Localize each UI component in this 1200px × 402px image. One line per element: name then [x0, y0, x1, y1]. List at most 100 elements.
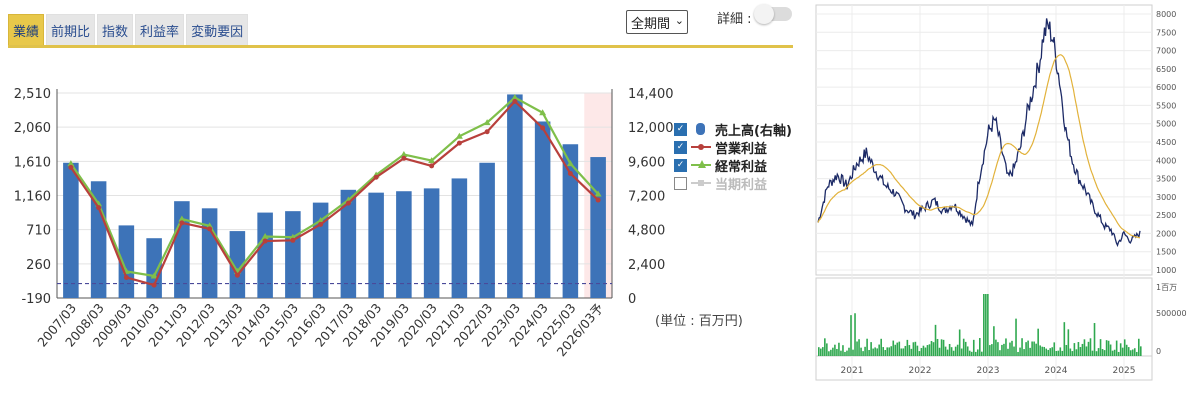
volume-bar: [1105, 340, 1108, 356]
volume-bar: [1005, 338, 1007, 356]
point-operating: [429, 163, 435, 169]
point-ordinary: [428, 157, 436, 164]
volume-bar: [872, 348, 874, 356]
price-tick-label: 4500: [1156, 138, 1176, 147]
volume-bar: [991, 344, 993, 356]
checkbox-ordinary[interactable]: ✓: [674, 158, 687, 172]
checkbox-sales[interactable]: ✓: [674, 122, 687, 136]
legend-item-sales[interactable]: ✓ 売上高(右軸): [674, 120, 792, 139]
volume-bar: [1127, 347, 1130, 356]
volume-bar: [860, 347, 862, 356]
bar-sales: [423, 188, 440, 298]
tab-results[interactable]: 業績: [8, 14, 45, 47]
price-frame: [815, 4, 1153, 276]
volume-bar: [896, 342, 899, 356]
volume-bar: [995, 339, 997, 356]
volume-bar: [1055, 351, 1058, 356]
bar-sales: [562, 144, 579, 298]
bar-sales: [340, 189, 357, 298]
volume-bar: [989, 345, 991, 356]
volume-bar: [938, 347, 941, 356]
volume-bar: [1109, 344, 1112, 356]
period-select[interactable]: 全期間 ⌄: [626, 10, 688, 34]
volume-bar: [916, 345, 919, 356]
line-ordinary: [69, 96, 599, 278]
volume-bar: [1067, 329, 1070, 356]
volume-bar: [960, 348, 963, 356]
volume-bar: [993, 326, 995, 356]
volume-bar: [828, 351, 830, 356]
left-tick-label: 260: [26, 258, 51, 273]
volume-bar: [904, 345, 907, 356]
line-series-icon: [691, 159, 711, 171]
volume-bar: [1117, 351, 1120, 356]
volume-bar: [906, 339, 909, 356]
volume-bar: [1135, 351, 1138, 356]
tab-factors[interactable]: 変動要因: [186, 14, 249, 47]
volume-bar: [983, 294, 985, 356]
volume-bar: [846, 350, 848, 356]
volume-bar: [1119, 343, 1122, 356]
legend-item-net[interactable]: 当期利益: [674, 174, 792, 193]
point-ordinary: [150, 272, 158, 279]
volume-bar: [878, 344, 880, 356]
volume-bar: [1073, 343, 1076, 356]
point-operating: [123, 275, 129, 280]
tab-index[interactable]: 指数: [97, 14, 134, 47]
bar-sales: [451, 178, 468, 298]
volume-bar: [882, 347, 884, 356]
legend-item-operating[interactable]: ✓ 営業利益: [674, 138, 792, 157]
chevron-down-icon: ⌄: [674, 14, 684, 27]
point-operating: [207, 226, 213, 232]
checkbox-operating[interactable]: ✓: [674, 140, 687, 154]
price-tick-label: 7500: [1156, 28, 1176, 37]
volume-bar: [962, 338, 965, 356]
point-operating: [262, 238, 268, 244]
volume-bar: [914, 341, 917, 356]
moving-average-line: [817, 54, 1141, 239]
bar-series-icon: [691, 123, 711, 135]
volume-bar: [830, 349, 832, 356]
volume-bar: [1101, 349, 1104, 356]
volume-bar: [970, 351, 973, 356]
volume-bar: [870, 342, 872, 356]
volume-bar: [838, 342, 840, 356]
volume-bar: [842, 345, 844, 356]
volume-bar: [952, 350, 955, 356]
checkbox-net[interactable]: [674, 176, 687, 190]
right-tick-label: 4,800: [628, 224, 665, 239]
volume-bar: [898, 341, 901, 356]
line-operating: [69, 99, 599, 287]
volume-bar: [930, 340, 933, 356]
period-select-value: 全期間: [631, 17, 671, 32]
point-ordinary: [539, 109, 547, 116]
volume-bar: [1081, 343, 1084, 356]
point-ordinary: [483, 119, 491, 126]
volume-bar: [876, 348, 878, 356]
legend-item-ordinary[interactable]: ✓ 経常利益: [674, 156, 792, 175]
detail-label: 詳細 :: [717, 12, 752, 27]
point-operating: [567, 170, 573, 176]
volume-bar: [1103, 350, 1106, 356]
volume-bar: [1047, 349, 1050, 356]
volume-bar: [900, 348, 903, 356]
volume-bar: [922, 345, 925, 356]
bar-sales: [590, 157, 606, 298]
detail-toggle[interactable]: [754, 4, 792, 24]
volume-bar: [864, 346, 866, 356]
point-operating: [318, 221, 324, 227]
volume-bar: [1035, 343, 1037, 356]
volume-bar: [1083, 339, 1086, 356]
point-ordinary: [67, 160, 75, 167]
volume-bar: [987, 294, 989, 356]
volume-bar: [844, 351, 846, 356]
volume-bar: [1051, 347, 1054, 356]
stock-price-chart: 8000 7500 7000 6500 6000 5500 5000 4500 4000 3500…: [815, 4, 1187, 381]
right-tick-label: 9,600: [628, 155, 665, 170]
point-ordinary: [594, 190, 602, 197]
bar-sales: [63, 162, 79, 298]
volume-bar: [1133, 348, 1136, 356]
point-ordinary: [206, 222, 214, 229]
volume-bar: [836, 348, 838, 356]
volume-bar: [834, 344, 836, 356]
